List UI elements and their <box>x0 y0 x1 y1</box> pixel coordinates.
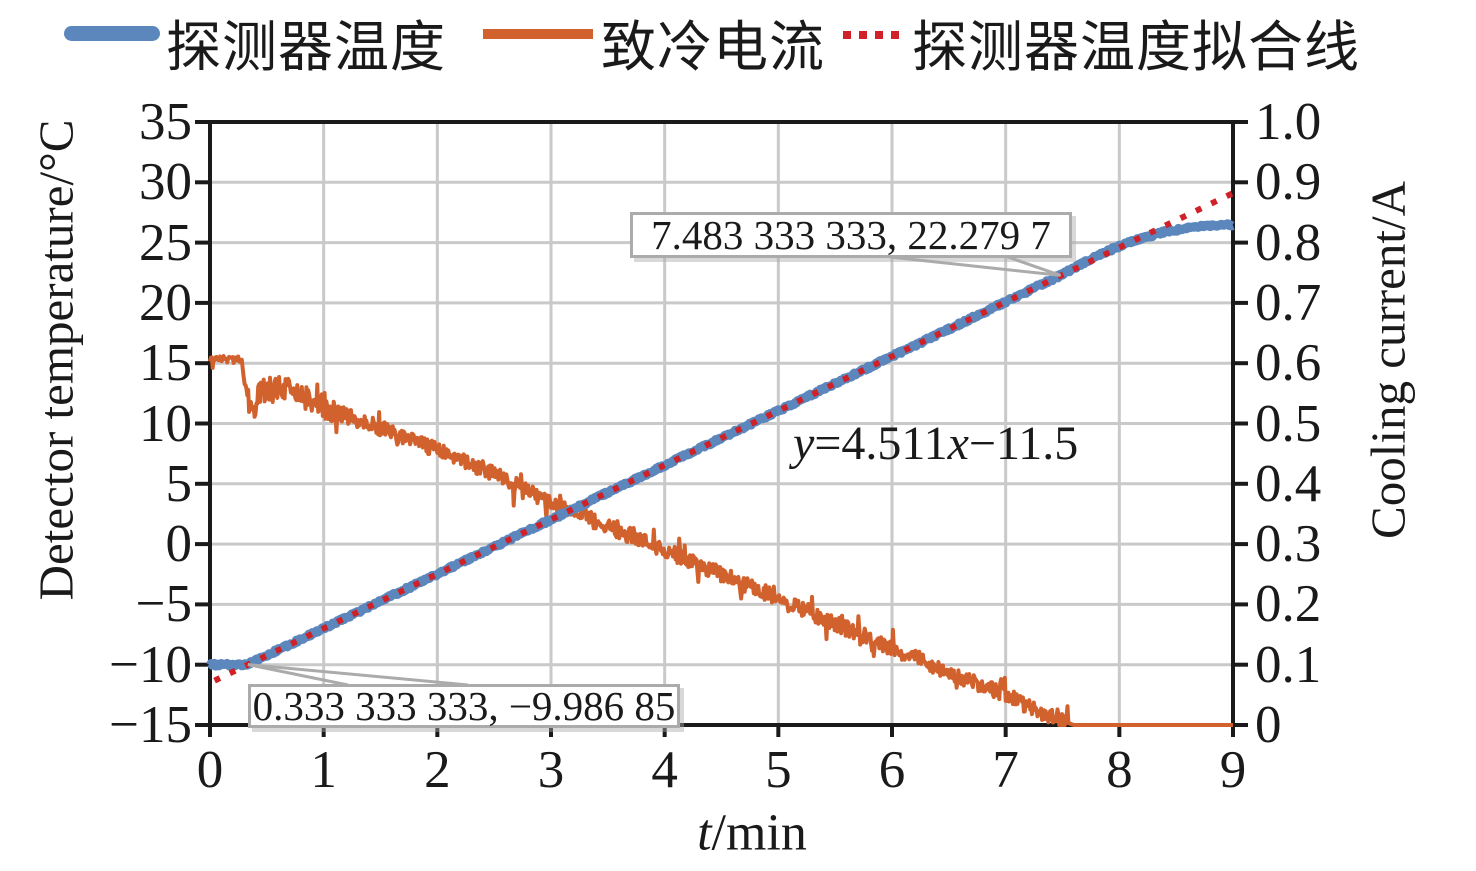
leader-line-upper <box>889 255 1061 277</box>
y-axis-tick-label-right: 0.2 <box>1255 575 1322 634</box>
annotation-box-upper: 7.483 333 333, 22.279 7 <box>630 212 1072 258</box>
y-axis-tick-label-left: 25 <box>139 213 192 272</box>
y-axis-tick-label-right: 0.1 <box>1255 635 1322 694</box>
y-axis-tick-label-right: 0.6 <box>1255 334 1322 393</box>
y-axis-tick-label-left: 20 <box>139 273 192 332</box>
fit-equation: y=4.511x−11.5 <box>793 416 1078 471</box>
x-axis-tick-label: 4 <box>651 741 678 799</box>
annotation-box-lower: 0.333 333 333, −9.986 85 <box>248 683 680 729</box>
y-axis-tick-label-right: 0.3 <box>1255 515 1322 574</box>
legend-label-detector-temperature: 探测器温度 <box>166 17 447 78</box>
y-axis-tick-label-right: 0.5 <box>1255 394 1322 453</box>
y-axis-tick-label-left: 0 <box>165 515 193 574</box>
y-axis-tick-label-right: 0.9 <box>1255 153 1322 212</box>
x-axis-tick-label: 1 <box>310 741 337 799</box>
legend-line-cooling-current <box>483 29 593 39</box>
x-axis-tick-label: 8 <box>1106 741 1133 799</box>
x-axis-tick-label: 7 <box>992 741 1019 799</box>
series-detector-temperature-line <box>206 219 1237 671</box>
y-axis-tick-label-left: 15 <box>139 334 192 393</box>
x-axis-tick-label: 3 <box>537 741 565 799</box>
y-axis-tick-label-left: 35 <box>139 93 192 151</box>
y-axis-title-left: Detector temperature/°C <box>28 119 84 601</box>
y-axis-tick-label-right: 0.7 <box>1255 273 1322 332</box>
x-axis-tick-label: 9 <box>1219 741 1247 799</box>
x-axis-title-unit: /min <box>711 804 807 862</box>
leader-line-lower <box>247 663 349 687</box>
y-axis-tick-label-right: 1.0 <box>1255 93 1322 151</box>
fit-equation-mid: =4.511 <box>814 417 948 470</box>
x-axis-title-variable: t <box>697 804 712 862</box>
legend-label-fit: 探测器温度拟合线 <box>912 17 1361 78</box>
leader-line-lower <box>247 663 469 687</box>
fit-equation-x: x <box>947 417 969 470</box>
y-axis-tick-label-left: −10 <box>109 635 192 694</box>
legend-line-fit <box>843 31 905 39</box>
y-axis-tick-label-left: 30 <box>139 153 192 212</box>
x-axis-tick-label: 2 <box>424 741 451 799</box>
legend-label-cooling-current: 致冷电流 <box>601 17 826 78</box>
y-axis-tick-label-left: −15 <box>109 696 192 754</box>
y-axis-tick-label-left: −5 <box>135 575 192 634</box>
y-axis-title-right: Cooling current/A <box>1360 181 1416 539</box>
y-axis-tick-label-right: 0 <box>1255 696 1282 754</box>
y-axis-tick-label-right: 0.4 <box>1255 454 1322 513</box>
y-axis-tick-label-left: 10 <box>139 394 192 453</box>
series-fit-dotted-line <box>213 190 1235 684</box>
x-axis-tick-label: 5 <box>765 741 792 799</box>
fit-equation-y: y <box>793 417 815 470</box>
legend-line-detector-temperature <box>64 26 160 41</box>
y-axis-tick-label-left: 5 <box>165 454 193 513</box>
leader-line-upper <box>1001 253 1062 277</box>
y-axis-tick-label-right: 0.8 <box>1255 213 1322 272</box>
fit-equation-tail: −11.5 <box>968 417 1079 470</box>
x-axis-tick-label: 6 <box>878 741 906 799</box>
series-cooling-current-line <box>208 354 1235 727</box>
x-axis-title: t/min <box>697 804 807 863</box>
x-axis-tick-label: 0 <box>196 741 224 799</box>
